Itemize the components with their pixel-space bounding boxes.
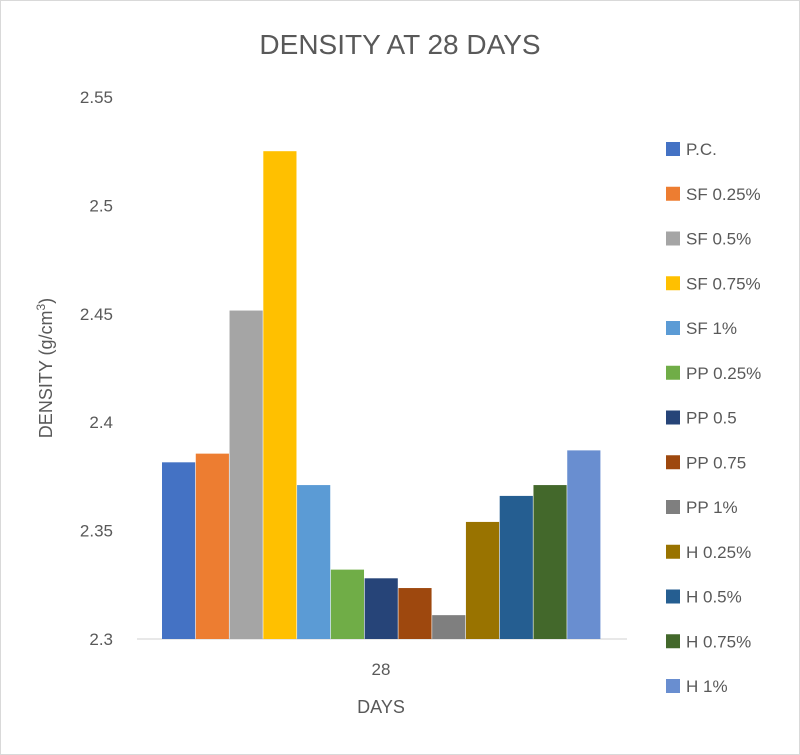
bar-h-0-5 [499, 495, 533, 639]
legend-swatch [666, 455, 680, 470]
legend-swatch [666, 142, 680, 156]
y-tick-label: 2.45 [80, 305, 113, 324]
legend-swatch [666, 500, 680, 514]
legend-swatch [666, 544, 680, 559]
y-axis-ticks: 2.3 2.35 2.4 2.45 2.5 2.55 [80, 88, 113, 649]
legend-swatch [666, 186, 680, 201]
legend-swatch [666, 231, 680, 246]
legend-swatch [666, 321, 680, 335]
bar-sf-0-5 [229, 310, 263, 639]
legend-label: SF 0.75% [686, 274, 761, 293]
bar-pp-0-25 [330, 569, 365, 639]
y-tick-label: 2.55 [80, 88, 113, 107]
legend-swatch [666, 589, 680, 604]
legend-swatch [666, 276, 680, 291]
legend-swatch [666, 679, 680, 693]
bar-sf-0-75 [263, 151, 297, 639]
legend-label: PP 1% [686, 498, 738, 517]
y-tick-label: 2.35 [80, 522, 113, 541]
legend-swatch [666, 410, 680, 425]
y-tick-label: 2.4 [89, 413, 113, 432]
y-tick-label: 2.5 [89, 196, 113, 215]
legend-label: H 0.25% [686, 543, 751, 562]
legend-label: H 0.75% [686, 632, 751, 651]
legend-label: PP 0.5 [686, 409, 737, 428]
bar-sf-1 [297, 485, 331, 639]
bar-pp-0-75 [398, 588, 432, 639]
legend-label: P.C. [686, 140, 717, 159]
bar-h-0-25 [465, 521, 500, 639]
legend-label: PP 0.75 [686, 453, 746, 472]
legend-label: SF 1% [686, 319, 737, 338]
bars [162, 151, 601, 639]
legend-swatch [666, 634, 680, 649]
x-axis-label: DAYS [357, 697, 405, 717]
chart-title: DENSITY AT 28 DAYS [259, 29, 540, 60]
bar-p-c [162, 462, 196, 639]
bar-h-1 [567, 450, 601, 639]
bar-sf-0-25 [195, 453, 229, 639]
y-axis-label: DENSITY (g/cm3) [34, 298, 56, 438]
bar-pp-1 [432, 615, 466, 639]
bar-h-0-75 [533, 485, 567, 639]
legend-swatch [666, 365, 680, 380]
bar-pp-0-5 [364, 578, 398, 639]
legend: P.C. SF 0.25% SF 0.5% SF 0.75% SF 1% PP 0.25%… [666, 140, 761, 696]
legend-label: PP 0.25% [686, 364, 761, 383]
y-tick-label: 2.3 [89, 630, 113, 649]
x-tick-label-28: 28 [372, 660, 391, 679]
legend-label: SF 0.5% [686, 230, 751, 249]
legend-label: H 1% [686, 677, 728, 696]
legend-label: H 0.5% [686, 588, 742, 607]
legend-label: SF 0.25% [686, 185, 761, 204]
